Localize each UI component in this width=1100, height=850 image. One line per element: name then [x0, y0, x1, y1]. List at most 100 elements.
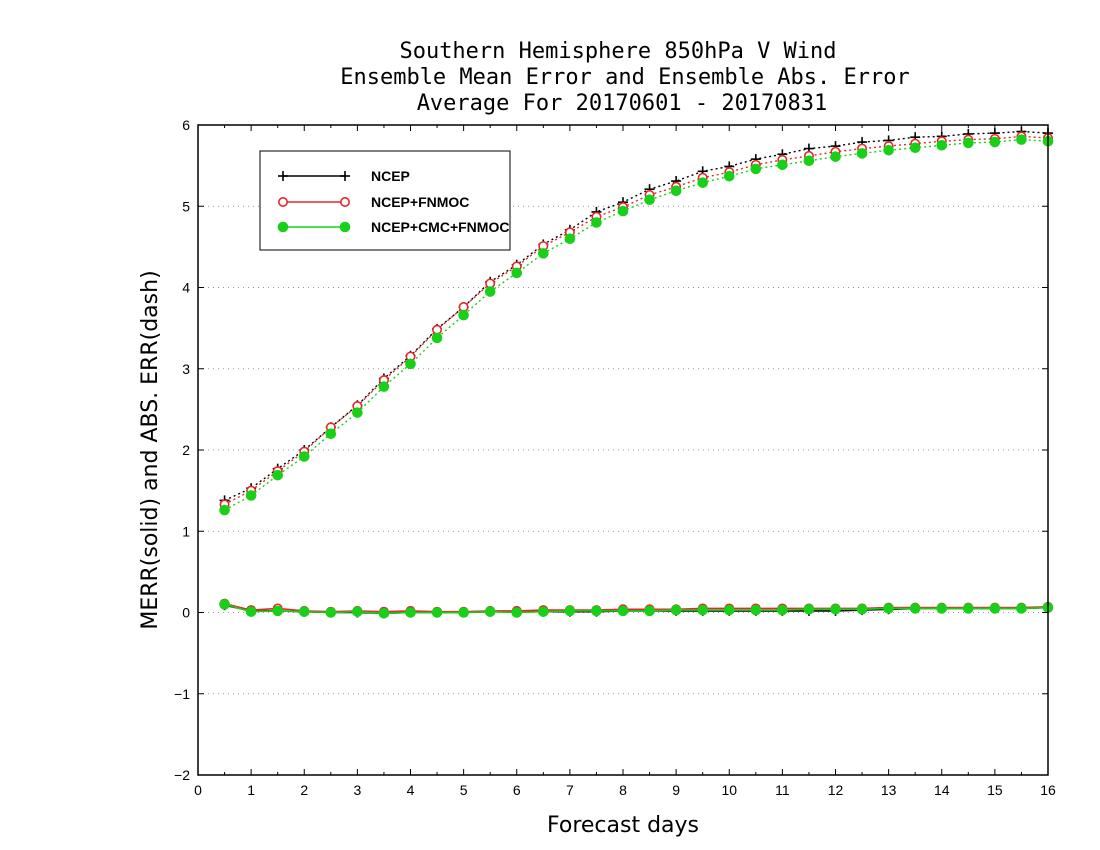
mean-error-point: [883, 603, 894, 614]
abs-error-point: [830, 151, 841, 162]
x-tick-label: 6: [513, 782, 521, 798]
abs-error-point: [272, 469, 283, 481]
x-tick-label: 2: [300, 782, 308, 798]
x-tick-label: 16: [1040, 782, 1056, 798]
abs-error-point: [670, 185, 682, 197]
plot-series: [219, 126, 1054, 619]
mean-error-point: [909, 603, 921, 614]
x-tick-label: 9: [672, 782, 680, 798]
mean-error-point: [431, 607, 443, 618]
axis-ticks: [197, 124, 1049, 776]
mean-error-point: [723, 604, 735, 616]
legend-marker: [277, 197, 288, 208]
series-ncep-cmc-fnmoc: [219, 134, 1054, 619]
mean-error-point: [777, 604, 788, 616]
x-tick-label: 15: [987, 782, 1003, 798]
legend-marker: [278, 171, 288, 181]
x-tick-label: 10: [721, 782, 737, 798]
x-tick-label: 8: [619, 782, 627, 798]
mean-error-point: [856, 603, 868, 615]
y-tick-label: 5: [182, 198, 190, 214]
mean-error-point: [405, 607, 416, 618]
mean-error-point: [670, 604, 682, 616]
abs-error-point: [936, 140, 948, 151]
legend-label: NCEP+FNMOC: [371, 194, 469, 210]
abs-error-point: [405, 358, 416, 370]
mean-error-point: [245, 606, 257, 617]
legend: NCEP NCEP+FNMOC NCEP+CMC+FNMOC: [259, 150, 511, 251]
mean-error-point: [803, 603, 815, 615]
legend-label: NCEP: [371, 168, 410, 184]
mean-error-point: [538, 606, 549, 617]
legend-marker: [277, 221, 289, 233]
abs-error-point: [883, 144, 894, 156]
abs-error-point: [963, 137, 974, 149]
mean-error-point: [591, 605, 602, 617]
y-tick-label: 6: [182, 117, 190, 133]
abs-error-point: [325, 428, 337, 440]
abs-error-point: [219, 504, 230, 516]
mean-error-point: [989, 603, 1001, 614]
chart-title-line-1: Southern Hemisphere 850hPa V Wind: [399, 39, 836, 64]
abs-error-point: [777, 159, 788, 171]
x-tick-label: 5: [460, 782, 468, 798]
x-tick-label: 3: [353, 782, 361, 798]
legend-label: NCEP+CMC+FNMOC: [371, 219, 509, 235]
abs-error-point: [909, 142, 921, 154]
mean-error-point: [1016, 603, 1027, 614]
legend-item: NCEP+FNMOC: [277, 194, 469, 210]
legend-marker: [340, 171, 350, 181]
x-tick-label: 13: [881, 782, 897, 798]
y-tick-label: 4: [182, 280, 190, 296]
chart-title-line-3: Average For 20170601 - 20170831: [417, 91, 828, 116]
y-axis-label: MERR(solid) and ABS. ERR(dash): [138, 270, 163, 629]
mean-error-point: [484, 606, 496, 617]
abs-error-point: [750, 163, 762, 175]
mean-error-point: [830, 603, 841, 615]
legend-box: [259, 150, 511, 251]
mean-error-point: [697, 604, 708, 616]
abs-error-point: [458, 309, 469, 321]
abs-error-point: [989, 136, 1001, 148]
mean-error-point: [963, 603, 974, 614]
x-tick-label: 7: [566, 782, 574, 798]
legend-item: NCEP: [278, 168, 410, 184]
mean-error-point: [617, 605, 629, 617]
y-tick-label: 3: [182, 361, 190, 377]
abs-error-point: [511, 267, 523, 279]
mean-error-point: [644, 605, 655, 617]
abs-error-point: [298, 451, 310, 462]
y-tick-label: −1: [174, 686, 190, 702]
chart-title-line-2: Ensemble Mean Error and Ensemble Abs. Er…: [340, 65, 910, 90]
abs-error-point: [803, 155, 815, 167]
abs-error-point: [484, 286, 496, 297]
x-tick-label: 0: [194, 782, 202, 798]
abs-error-point: [564, 233, 576, 245]
y-tick-label: 2: [182, 442, 190, 458]
x-tick-label: 1: [247, 782, 255, 798]
x-tick-label: 14: [934, 782, 950, 798]
mean-error-point: [511, 607, 523, 618]
abs-error-point: [538, 248, 549, 259]
gridlines: [198, 205, 1048, 695]
legend-marker: [339, 221, 351, 233]
mean-error-point: [352, 606, 363, 617]
x-tick-label: 11: [775, 782, 790, 798]
abs-error-point: [591, 217, 602, 228]
legend-item: NCEP+CMC+FNMOC: [277, 219, 509, 235]
abs-error-point: [617, 205, 629, 217]
abs-error-point: [697, 177, 708, 188]
x-tick-label: 4: [407, 782, 415, 798]
mean-error-point: [936, 603, 948, 614]
mean-error-point: [272, 605, 283, 617]
x-axis-label: Forecast days: [547, 813, 699, 838]
abs-error-point: [352, 407, 363, 418]
mean-error-point: [564, 605, 576, 617]
y-tick-labels: −2 −1 0 1 2 3 4 5 6: [174, 117, 190, 783]
mean-error-point: [750, 604, 762, 616]
abs-error-point: [856, 148, 868, 159]
abs-error-point: [378, 381, 390, 392]
legend-marker: [339, 197, 350, 208]
abs-error-point: [431, 332, 443, 344]
